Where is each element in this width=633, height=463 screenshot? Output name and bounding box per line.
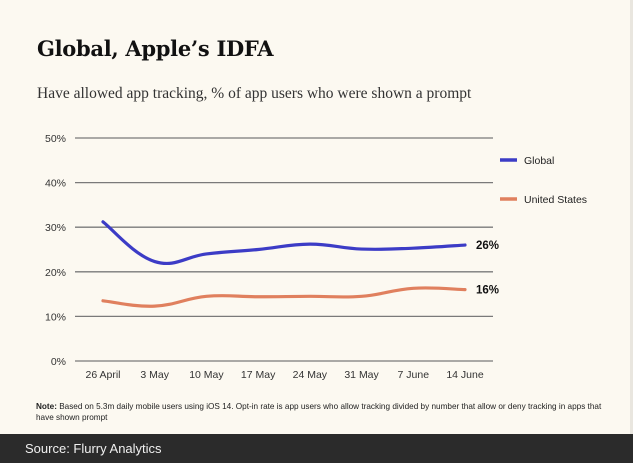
legend-label: Global	[524, 155, 554, 167]
source-bar: Source: Flurry Analytics	[0, 434, 633, 463]
y-tick-label: 40%	[45, 178, 66, 190]
end-label: 26%	[476, 240, 499, 252]
x-axis-ticks: 26 April 3 May 10 May 17 May 24 May 31 May 7 J…	[85, 369, 483, 381]
end-labels: 26% 16%	[476, 240, 499, 297]
x-tick-label: 24 May	[293, 369, 328, 381]
note-label: Note:	[36, 402, 57, 411]
x-tick-label: 3 May	[140, 369, 169, 381]
end-label: 16%	[476, 285, 499, 297]
series-line-united-states	[101, 286, 467, 308]
chart-note: Note: Based on 5.3m daily mobile users u…	[36, 401, 616, 423]
x-tick-label: 26 April	[85, 369, 120, 381]
page-edge	[630, 0, 633, 434]
source-text: Source: Flurry Analytics	[25, 441, 162, 456]
legend: Global United States	[500, 155, 587, 206]
x-tick-label: 17 May	[241, 369, 276, 381]
series-lines	[101, 220, 467, 308]
y-axis-ticks: 0% 10% 20% 30% 40% 50%	[45, 133, 66, 368]
legend-label: United States	[524, 194, 587, 206]
x-tick-label: 31 May	[344, 369, 379, 381]
y-tick-label: 30%	[45, 222, 66, 234]
chart-title: Global, Apple’s IDFA	[37, 36, 274, 61]
gridlines	[75, 137, 493, 362]
line-chart: 0% 10% 20% 30% 40% 50% 26 April 3 May 10 May 17 …	[45, 133, 587, 381]
y-tick-label: 50%	[45, 133, 66, 145]
note-text: Based on 5.3m daily mobile users using i…	[36, 402, 602, 422]
series-line-global	[101, 220, 467, 266]
y-tick-label: 0%	[51, 356, 66, 368]
y-tick-label: 10%	[45, 311, 66, 323]
y-tick-label: 20%	[45, 267, 66, 279]
x-tick-label: 14 June	[446, 369, 484, 381]
chart-subtitle: Have allowed app tracking, % of app user…	[37, 85, 472, 102]
x-tick-label: 7 June	[398, 369, 430, 381]
x-tick-label: 10 May	[189, 369, 224, 381]
